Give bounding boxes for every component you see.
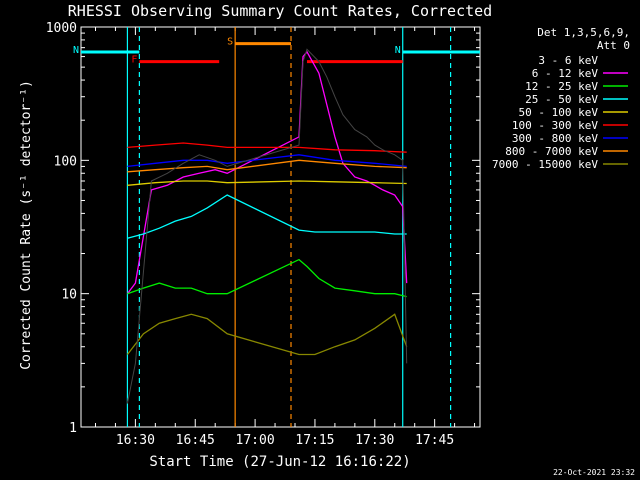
series-line: [127, 258, 407, 298]
legend-header-1: Det 1,3,5,6,9,: [537, 26, 630, 39]
series-line: [126, 313, 408, 356]
x-tick-label: 17:00: [236, 433, 275, 448]
legend-entry-label: 100 - 300 keV: [512, 119, 598, 132]
series-line: [127, 180, 407, 186]
series-line: [127, 154, 407, 168]
legend-entry-label: 800 - 7000 keV: [505, 145, 598, 158]
y-tick-label: 1000: [46, 21, 77, 36]
plot-area: 1 10 100 1000 16:30 16:45 17:00 17:15 17:30 17:45…: [46, 21, 481, 448]
x-axis-label: Start Time (27-Jun-12 16:16:22): [149, 454, 410, 470]
y-tick-label: 1: [69, 421, 77, 436]
legend-entry-label: 25 - 50 keV: [525, 93, 598, 106]
series-line: [127, 159, 407, 173]
legend-entry-label: 12 - 25 keV: [525, 80, 598, 93]
x-tick-label: 17:30: [355, 433, 394, 448]
legend-entry-label: 7000 - 15000 keV: [492, 158, 598, 171]
legend-entry-label: 50 - 100 keV: [519, 106, 599, 119]
flag-label: S: [227, 37, 233, 48]
legend-entry-label: 6 - 12 keV: [532, 67, 599, 80]
series-line: [126, 48, 408, 404]
series-line: [127, 194, 407, 239]
legend-entry-label: 300 - 800 keV: [512, 132, 598, 145]
x-tick-label: 16:45: [176, 433, 215, 448]
y-tick-label: 100: [54, 154, 77, 169]
flag-label: N: [73, 45, 79, 56]
plot-frame: [80, 26, 481, 428]
chart-title: RHESSI Observing Summary Count Rates, Co…: [68, 2, 492, 20]
legend-entry-label: 3 - 6 keV: [538, 54, 598, 67]
x-tick-label: 17:45: [415, 433, 454, 448]
x-tick-label: 16:30: [116, 433, 155, 448]
flag-label: F: [131, 55, 137, 66]
flag-label: N: [395, 45, 401, 56]
y-tick-label: 10: [61, 288, 77, 303]
footer-timestamp: 22-Oct-2021 23:32: [553, 468, 635, 477]
series-line-outline: [126, 48, 408, 404]
y-axis-label: Corrected Count Rate (s⁻¹ detector⁻¹): [19, 80, 34, 370]
series-line: [127, 142, 407, 153]
x-tick-label: 17:15: [295, 433, 334, 448]
legend-header-2: Att 0: [597, 39, 630, 52]
